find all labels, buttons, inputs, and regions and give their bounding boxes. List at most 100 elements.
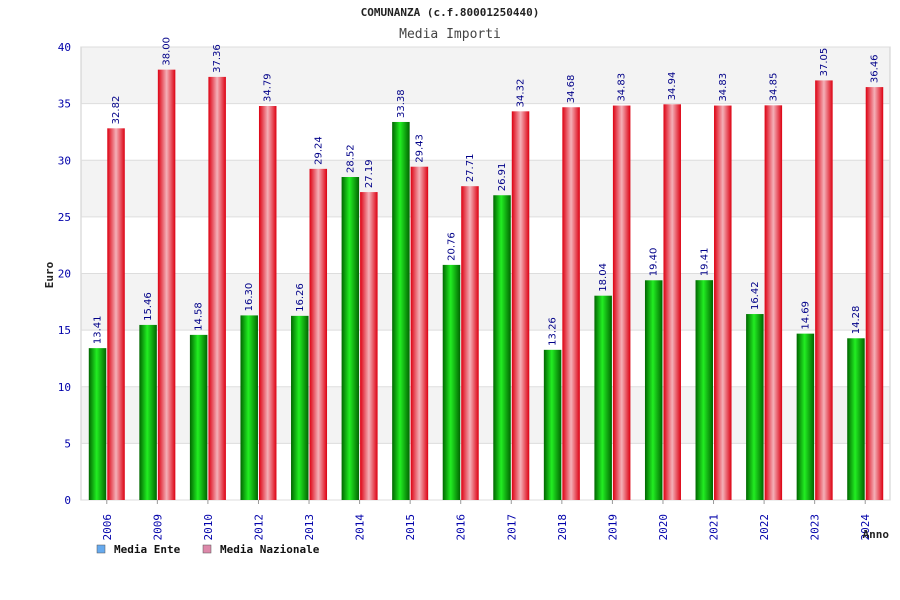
value-label-media-ente: 18.04 [598, 263, 609, 292]
value-label-media-ente: 16.30 [244, 283, 255, 312]
y-tick-label: 30 [58, 154, 71, 167]
bar-media-ente [594, 295, 612, 500]
y-tick-label: 5 [64, 437, 71, 450]
bar-media-nazionale [764, 105, 783, 500]
x-tick-label: 2016 [455, 514, 468, 541]
x-tick-label: 2017 [505, 514, 518, 541]
y-tick-label: 15 [58, 324, 71, 337]
bar-media-nazionale [612, 105, 631, 501]
value-label-media-nazionale: 34.85 [768, 73, 779, 102]
x-tick-label: 2010 [202, 514, 215, 541]
bar-media-nazionale [410, 166, 429, 500]
y-axis-ticks: 0 5 10 15 20 25 30 35 40 [58, 41, 71, 507]
bar-media-nazionale [258, 106, 277, 501]
bar-media-nazionale [815, 80, 833, 500]
value-label-media-nazionale: 34.79 [263, 73, 274, 102]
chart-subtitle: Media Importi [399, 27, 501, 42]
value-label-media-nazionale: 34.68 [566, 75, 577, 104]
value-label-media-nazionale: 37.36 [212, 44, 223, 73]
bar-media-ente [392, 121, 410, 500]
bar-media-nazionale [511, 111, 530, 501]
x-tick-label: 2021 [708, 514, 721, 541]
legend-label-nazionale: Media Nazionale [220, 543, 320, 556]
value-label-media-nazionale: 27.19 [364, 159, 375, 188]
x-tick-label: 2018 [556, 514, 569, 541]
value-label-media-ente: 20.76 [446, 232, 457, 261]
bar-media-ente [341, 177, 360, 501]
x-axis-label: Anno [863, 528, 890, 541]
bar-media-ente [847, 338, 865, 500]
x-tick-label: 2014 [354, 514, 367, 541]
value-label-media-ente: 19.40 [649, 248, 660, 277]
bar-media-ente [543, 349, 562, 500]
x-tick-label: 2015 [404, 514, 417, 541]
bar-media-ente [240, 315, 258, 500]
x-tick-label: 2009 [151, 514, 164, 541]
bar-media-nazionale [562, 107, 580, 501]
value-label-media-nazionale: 38.00 [162, 37, 173, 66]
value-label-media-nazionale: 27.71 [465, 154, 476, 183]
x-tick-label: 2019 [606, 514, 619, 541]
value-label-media-ente: 14.58 [194, 302, 205, 331]
y-tick-label: 40 [58, 41, 71, 54]
value-label-media-ente: 26.91 [497, 163, 508, 192]
bar-media-ente [291, 315, 309, 500]
x-tick-label: 2022 [758, 514, 771, 541]
bar-media-ente [189, 334, 208, 500]
y-axis-label: Euro [43, 261, 56, 288]
x-tick-label: 2020 [657, 514, 670, 541]
bar-media-nazionale [157, 69, 176, 501]
bar-media-ente [442, 264, 461, 500]
x-tick-label: 2006 [101, 514, 114, 541]
value-label-media-nazionale: 29.43 [414, 134, 425, 163]
value-label-media-ente: 13.41 [93, 315, 104, 344]
bar-media-ente [139, 324, 157, 500]
x-tick-label: 2012 [252, 514, 265, 541]
bar-media-ente [746, 314, 764, 500]
bars [88, 69, 884, 501]
value-label-media-ente: 13.26 [548, 317, 559, 346]
value-label-media-nazionale: 37.05 [819, 48, 830, 77]
value-label-media-ente: 19.41 [699, 248, 710, 277]
value-label-media-ente: 14.28 [851, 306, 862, 335]
bar-media-ente [796, 333, 815, 500]
value-label-media-nazionale: 34.83 [718, 73, 729, 102]
bar-media-nazionale [663, 104, 681, 500]
bar-media-nazionale [107, 128, 125, 500]
value-label-media-nazionale: 32.82 [111, 96, 122, 125]
value-label-media-ente: 28.52 [345, 144, 356, 173]
value-label-media-nazionale: 34.32 [516, 79, 527, 108]
y-tick-label: 35 [58, 98, 71, 111]
bar-media-ente [695, 280, 714, 500]
value-label-media-ente: 14.69 [800, 301, 811, 330]
y-tick-label: 20 [58, 268, 71, 281]
value-label-media-nazionale: 34.83 [617, 73, 628, 102]
value-label-media-ente: 15.46 [143, 292, 154, 321]
value-label-media-ente: 16.42 [750, 281, 761, 310]
y-tick-label: 25 [58, 211, 71, 224]
x-tick-label: 2024 [859, 514, 872, 541]
legend: Media Ente Media Nazionale [96, 543, 320, 556]
bar-media-nazionale [208, 76, 226, 500]
bar-media-nazionale [360, 192, 378, 501]
y-tick-label: 10 [58, 381, 71, 394]
bar-media-nazionale [309, 168, 328, 500]
chart-title: COMUNANZA (c.f.80001250440) [361, 6, 540, 19]
x-axis-ticks: 2006 2009 2010 2012 2013 2014 2015 2016 2017 2018… [101, 500, 872, 541]
bar-media-ente [644, 280, 663, 500]
value-label-media-ente: 16.26 [295, 283, 306, 312]
bar-media-ente [493, 195, 511, 500]
value-label-media-ente: 33.38 [396, 89, 407, 118]
x-tick-label: 2023 [809, 514, 822, 541]
bar-media-nazionale [714, 105, 732, 501]
y-tick-label: 0 [64, 494, 71, 507]
bar-media-ente [88, 348, 107, 500]
value-labels: 13.41 32.82 15.46 38.00 14.58 37.36 16.30 34.79… [93, 37, 881, 346]
value-label-media-nazionale: 29.24 [313, 136, 324, 165]
x-tick-label: 2013 [303, 514, 316, 541]
bar-media-nazionale [865, 87, 884, 500]
value-label-media-nazionale: 36.46 [869, 54, 880, 83]
value-label-media-nazionale: 34.94 [667, 72, 678, 101]
bar-media-nazionale [461, 186, 479, 500]
